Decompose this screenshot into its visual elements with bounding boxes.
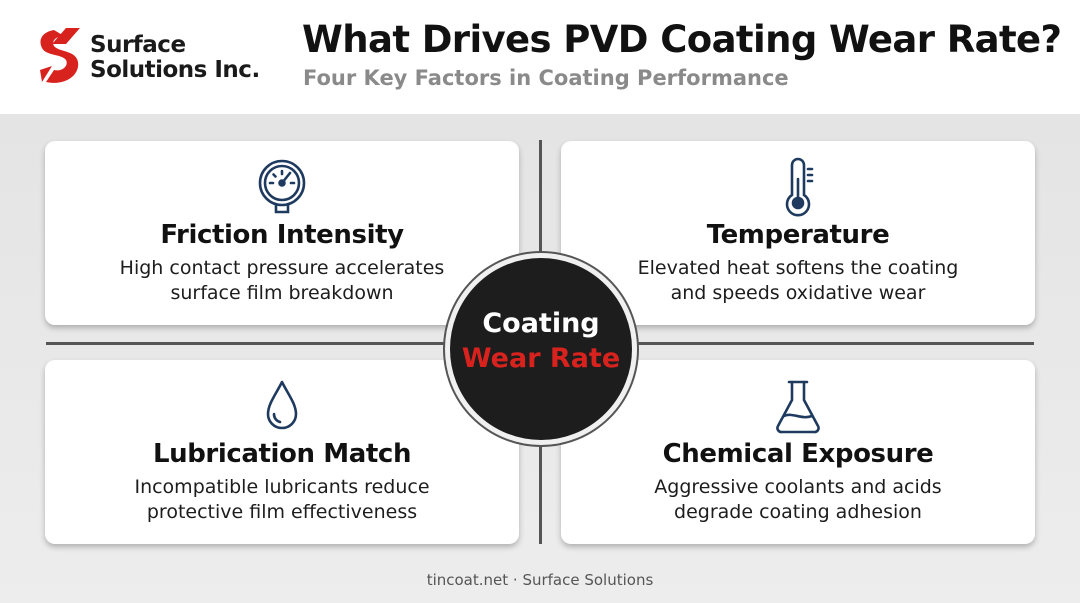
pressure-gauge-icon (258, 159, 306, 214)
factor-description-line: High contact pressure accelerates (119, 257, 445, 279)
center-label-bottom: Wear Rate (461, 343, 621, 374)
factor-card-temperature: Temperature Elevated heat softens the co… (561, 141, 1035, 325)
factor-card-lubrication: Lubrication Match Incompatible lubricant… (45, 360, 519, 544)
factor-description-line: and speeds oxidative wear (670, 282, 926, 304)
factor-description-line: degrade coating adhesion (674, 501, 922, 523)
factor-description-line: Elevated heat softens the coating (637, 257, 959, 279)
factor-description-line: protective film effectiveness (146, 501, 418, 523)
factor-card-friction: Friction Intensity High contact pressure… (45, 141, 519, 325)
footer-credit: tincoat.net · Surface Solutions (426, 571, 654, 589)
page-subtitle: Four Key Factors in Coating Performance (303, 66, 789, 90)
factor-title: Chemical Exposure (662, 439, 934, 469)
droplet-icon (266, 380, 298, 430)
header: Surface Solutions Inc. What Drives PVD C… (0, 0, 1080, 114)
factor-description-line: surface film breakdown (170, 282, 394, 304)
page-title: What Drives PVD Coating Wear Rate? (302, 18, 1062, 61)
center-hub: Coating Wear Rate (445, 253, 637, 445)
factor-description-line: Incompatible lubricants reduce (134, 476, 430, 498)
thermometer-icon (785, 157, 814, 217)
s-logo-icon (40, 28, 80, 83)
factor-description: Elevated heat softens the coating and sp… (561, 256, 1035, 306)
brand-name: Surface Solutions Inc. (90, 33, 260, 83)
flask-icon (776, 380, 820, 434)
factor-description: Incompatible lubricants reduce protectiv… (45, 475, 519, 525)
factor-description: Aggressive coolants and acids degrade co… (561, 475, 1035, 525)
brand-line-2: Solutions Inc. (90, 57, 260, 83)
factor-description-line: Aggressive coolants and acids (654, 476, 942, 498)
brand-line-1: Surface (90, 32, 186, 58)
factor-card-chemical: Chemical Exposure Aggressive coolants an… (561, 360, 1035, 544)
factor-title: Lubrication Match (152, 439, 412, 469)
factor-description: High contact pressure accelerates surfac… (45, 256, 519, 306)
factor-title: Temperature (706, 220, 890, 250)
factor-title: Friction Intensity (160, 220, 404, 250)
center-label-top: Coating (482, 308, 600, 339)
